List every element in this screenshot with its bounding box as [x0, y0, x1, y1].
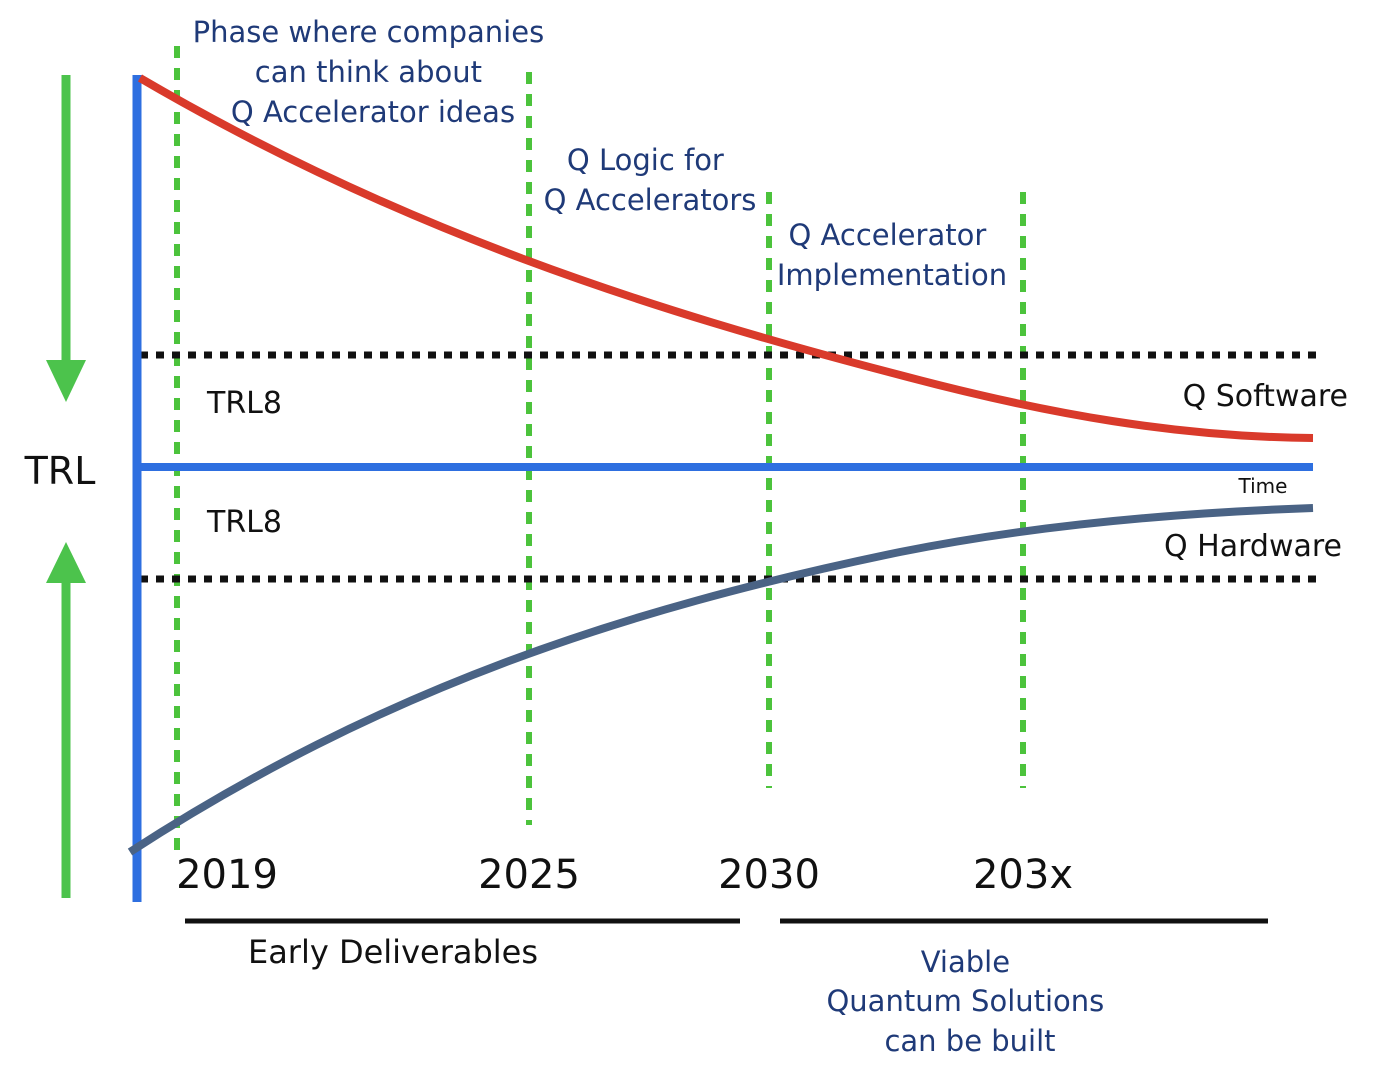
trl-down-arrow — [46, 75, 86, 402]
trl-up-arrow — [46, 542, 86, 898]
phase-ideas-text: Phase where companies can think about Q … — [193, 15, 554, 129]
trl8-upper-label: TRL8 — [206, 386, 282, 421]
q-hardware-curve — [127, 504, 1314, 856]
early-deliverables-label: Early Deliverables — [248, 933, 538, 971]
phase-logic-text: Q Logic for Q Accelerators — [544, 143, 757, 217]
x-axis-label: Time — [1238, 474, 1288, 498]
milestone-203x: 203x — [973, 852, 1073, 898]
q-software-label: Q Software — [1183, 379, 1348, 414]
trl8-thresholds — [140, 351, 1316, 583]
phase-implementation-text: Q Accelerator Implementation — [777, 218, 1007, 292]
milestone-2030: 2030 — [718, 852, 820, 898]
q-hardware-label: Q Hardware — [1164, 529, 1342, 564]
trl8-lower-label: TRL8 — [206, 505, 282, 540]
q-software-curve — [137, 74, 1314, 442]
milestone-2019: 2019 — [176, 852, 278, 898]
phase-guides — [174, 46, 1026, 860]
viable-solutions-text: Viable Quantum Solutions can be built — [826, 945, 1113, 1058]
milestone-2025: 2025 — [478, 852, 580, 898]
y-axis-label: TRL — [24, 449, 96, 493]
